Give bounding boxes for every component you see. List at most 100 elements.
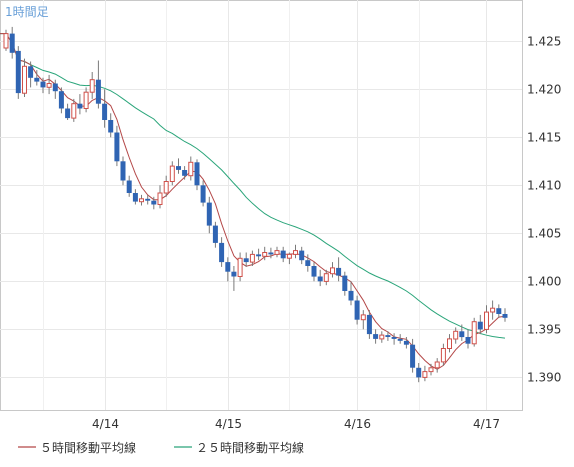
x-tick-label: 4/17 <box>473 417 500 431</box>
candle <box>490 300 496 320</box>
candle-body-down <box>496 308 502 314</box>
candle <box>477 314 483 335</box>
candle-body-down <box>108 120 114 133</box>
candle-body-up <box>440 348 446 363</box>
candle-body-up <box>46 83 52 88</box>
candle-body-down <box>28 66 34 78</box>
candle <box>225 257 231 282</box>
candle-body-down <box>336 267 342 276</box>
candle-body-up <box>249 253 255 263</box>
candle-body-up <box>188 161 194 177</box>
candle-body-down <box>502 314 508 318</box>
y-tick-label: 1.395 <box>527 323 561 337</box>
candle-body-down <box>120 161 126 181</box>
candle <box>52 79 58 99</box>
candle-body-down <box>206 202 212 226</box>
candle-body-up <box>330 267 335 275</box>
candle-body-up <box>286 253 292 259</box>
candle <box>453 327 459 344</box>
candle-body-down <box>317 276 323 282</box>
candle-body-down <box>9 33 15 53</box>
candle <box>484 305 489 334</box>
plot-frame <box>0 0 523 411</box>
candle <box>342 271 348 296</box>
candle-body-down <box>176 166 181 170</box>
candle-body-down <box>268 252 274 255</box>
candle <box>317 269 323 287</box>
candle-body-down <box>305 260 311 266</box>
candle <box>176 158 181 174</box>
candle-body-up <box>169 165 175 183</box>
candle-body-down <box>391 337 397 339</box>
candle <box>71 98 77 122</box>
candle-body-down <box>416 367 422 378</box>
candle <box>65 103 71 120</box>
candle-body-down <box>65 108 71 119</box>
candle-body-down <box>200 185 206 203</box>
ma25-line <box>0 33 506 339</box>
candle <box>434 358 440 373</box>
y-tick-label: 1.425 <box>527 35 561 49</box>
candle <box>410 338 416 373</box>
candle-body-down <box>280 250 286 259</box>
candle-body-down <box>366 314 372 335</box>
candle-body-down <box>403 340 409 345</box>
candle-body-up <box>323 273 329 282</box>
candle <box>108 113 114 138</box>
candle <box>95 60 101 109</box>
axis-layer: 1.390 1.395 1.400 1.405 1.410 1.415 1.420 1.425… <box>92 35 561 432</box>
legend: ５時間移動平均線 ２５時間移動平均線 <box>18 440 304 455</box>
candle <box>354 295 360 325</box>
candle-body-up <box>157 192 163 205</box>
y-tick-label: 1.420 <box>527 83 561 97</box>
candle-body-up <box>453 330 459 340</box>
candle-body-down <box>219 242 225 263</box>
candle <box>385 331 391 341</box>
y-tick-label: 1.415 <box>527 131 561 145</box>
candle-body-down <box>225 262 231 272</box>
candle <box>243 252 249 267</box>
candle <box>459 324 465 341</box>
candle <box>34 70 40 86</box>
candle-body-down <box>102 103 108 120</box>
grid-layer <box>0 0 522 410</box>
candle-body-down <box>231 271 237 277</box>
candle <box>163 175 169 197</box>
candle-body-down <box>477 321 483 330</box>
candle <box>397 334 403 344</box>
candle <box>379 331 385 343</box>
candle-body-down <box>385 335 391 337</box>
candle <box>58 87 64 114</box>
candle-body-down <box>95 79 101 104</box>
candle <box>102 89 108 128</box>
candle-body-down <box>212 225 218 243</box>
candle <box>219 237 225 267</box>
candle <box>194 159 200 191</box>
candle <box>330 262 335 278</box>
candle-body-down <box>465 337 471 344</box>
y-tick-label: 1.410 <box>527 179 561 193</box>
candle-body-up <box>139 198 144 203</box>
candle-body-down <box>373 334 379 339</box>
candle <box>311 262 317 282</box>
candle <box>403 337 409 349</box>
candle-body-up <box>447 338 452 349</box>
candle-body-down <box>77 103 83 109</box>
candle <box>268 247 274 259</box>
candle <box>422 365 428 382</box>
candle <box>336 257 342 282</box>
x-tick-label: 4/14 <box>92 417 119 431</box>
candle <box>139 194 144 206</box>
candle-body-down <box>145 198 151 201</box>
candle <box>89 72 95 99</box>
candle <box>15 46 21 99</box>
candle-body-down <box>243 258 249 263</box>
candle <box>373 329 379 344</box>
candle <box>77 94 83 115</box>
candle <box>391 333 397 345</box>
y-tick-label: 1.390 <box>527 371 561 385</box>
candle <box>299 246 305 265</box>
candle <box>3 29 9 51</box>
